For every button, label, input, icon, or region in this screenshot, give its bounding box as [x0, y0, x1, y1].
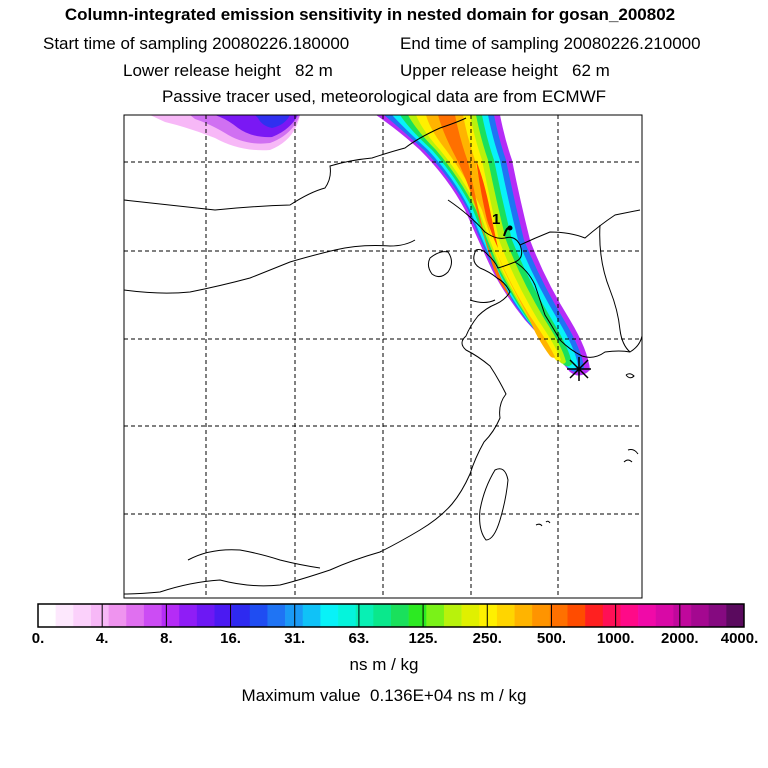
- colorbar-cell: [249, 604, 268, 627]
- colorbar-cell: [90, 604, 109, 627]
- tracer-info: Passive tracer used, meteorological data…: [161, 87, 607, 106]
- start-time-value: 20080226.180000: [212, 34, 350, 53]
- lower-release-label: Lower release height: [123, 61, 281, 80]
- colorbar-cell: [320, 604, 339, 627]
- colorbar-cell: [161, 604, 180, 627]
- colorbar-cell: [620, 604, 639, 627]
- release-point-icon: [507, 225, 513, 231]
- end-time-text: End time of sampling 20080226.210000: [400, 34, 701, 54]
- end-time-value: 20080226.210000: [563, 34, 701, 53]
- colorbar-cell: [549, 604, 568, 627]
- coastline-taiwan: [479, 468, 509, 541]
- colorbar-cell: [585, 604, 604, 627]
- colorbar-tick-label: 4000.: [720, 630, 759, 647]
- colorbar-cell: [196, 604, 215, 627]
- islands-japan: [623, 373, 639, 463]
- colorbar-cell: [426, 604, 445, 627]
- colorbar-tick-label: 500.: [536, 630, 567, 647]
- coastline-korea-west: [514, 261, 642, 358]
- colorbar-tick-label: 250.: [472, 630, 502, 647]
- colorbar-cell: [55, 604, 74, 627]
- maximum-value-text: Maximum value 0.136E+04 ns m / kg: [241, 686, 527, 705]
- colorbar-cell: [638, 604, 657, 627]
- start-time-text: Start time of sampling 20080226.180000: [43, 34, 349, 54]
- colorbar-cell: [355, 604, 374, 627]
- colorbar-cell: [514, 604, 533, 627]
- coastlines: [124, 117, 642, 595]
- receptor-asterisk-icon: [567, 357, 591, 381]
- grid-lines: [124, 115, 642, 598]
- colorbar-tick-label: 2000.: [661, 630, 699, 647]
- upper-release-value: 62 m: [572, 61, 610, 80]
- colorbar-tick-label: 8.: [160, 630, 173, 647]
- colorbar-cell: [267, 604, 286, 627]
- end-time-label: End time of sampling: [400, 34, 559, 53]
- colorbar-cell: [655, 604, 674, 627]
- release-marker-label: 1: [492, 211, 500, 228]
- coastline-shandong: [469, 299, 496, 303]
- upper-release-label: Upper release height: [400, 61, 558, 80]
- colorbar-cell: [496, 604, 515, 627]
- colorbar-cell: [532, 604, 551, 627]
- colorbar-cell: [302, 604, 321, 627]
- colorbar-cell: [38, 604, 56, 627]
- plume-band-darkorange: [438, 115, 512, 300]
- coastline-china: [124, 199, 523, 595]
- colorbar-cell: [338, 604, 356, 627]
- colorbar-tick-label: 4.: [95, 630, 109, 647]
- plume-core-peak: [476, 160, 498, 248]
- colorbar-cell: [214, 604, 233, 627]
- sensitivity-field: [150, 115, 590, 376]
- colorbar-cell: [479, 604, 498, 627]
- colorbar-cell: [285, 604, 304, 627]
- map-frame: [123, 114, 643, 599]
- plume-top-left-peak: [255, 115, 290, 128]
- colorbar-tick-label: 31.: [284, 630, 306, 647]
- border-inner: [124, 239, 416, 294]
- border-south: [187, 549, 321, 569]
- start-time-label: Start time of sampling: [43, 34, 208, 53]
- colorbar-tick-label: 16.: [220, 630, 241, 647]
- upper-release-text: Upper release height 62 m: [400, 61, 610, 81]
- colorbar: [37, 603, 745, 628]
- colorbar-cell: [143, 604, 162, 627]
- colorbar-cell: [567, 604, 586, 627]
- colorbar-cell: [726, 604, 745, 627]
- colorbar-tick-label: 125.: [408, 630, 438, 647]
- plot-title: Column-integrated emission sensitivity i…: [64, 5, 676, 24]
- colorbar-cell: [443, 604, 462, 627]
- plume-band-yellow: [416, 115, 561, 362]
- colorbar-units: ns m / kg: [349, 655, 419, 674]
- border-korea-north: [519, 209, 641, 246]
- colorbar-tick-label: 0.: [31, 630, 45, 647]
- colorbar-cell: [126, 604, 145, 627]
- colorbar-cell: [108, 604, 127, 627]
- colorbar-cell: [373, 604, 392, 627]
- colorbar-cell: [708, 604, 727, 627]
- colorbar-cell: [179, 604, 198, 627]
- colorbar-cell: [73, 604, 92, 627]
- colorbar-tick-label: 63.: [348, 630, 370, 647]
- colorbar-cell: [408, 604, 427, 627]
- colorbar-cell: [602, 604, 621, 627]
- colorbar-cell: [691, 604, 709, 627]
- colorbar-cell: [673, 604, 692, 627]
- colorbar-cell: [232, 604, 251, 627]
- coastline-korea-east: [599, 224, 631, 353]
- colorbar-frame: [37, 603, 745, 628]
- coastline-bay: [427, 251, 452, 278]
- border-mongolia: [124, 117, 467, 211]
- colorbar-cell: [461, 604, 480, 627]
- lower-release-text: Lower release height 82 m: [123, 61, 333, 81]
- colorbar-tick-label: 1000.: [596, 630, 635, 647]
- lower-release-value: 82 m: [295, 61, 333, 80]
- plume-band-orange: [426, 115, 555, 358]
- islands-small: [535, 520, 551, 527]
- colorbar-cell: [391, 604, 409, 627]
